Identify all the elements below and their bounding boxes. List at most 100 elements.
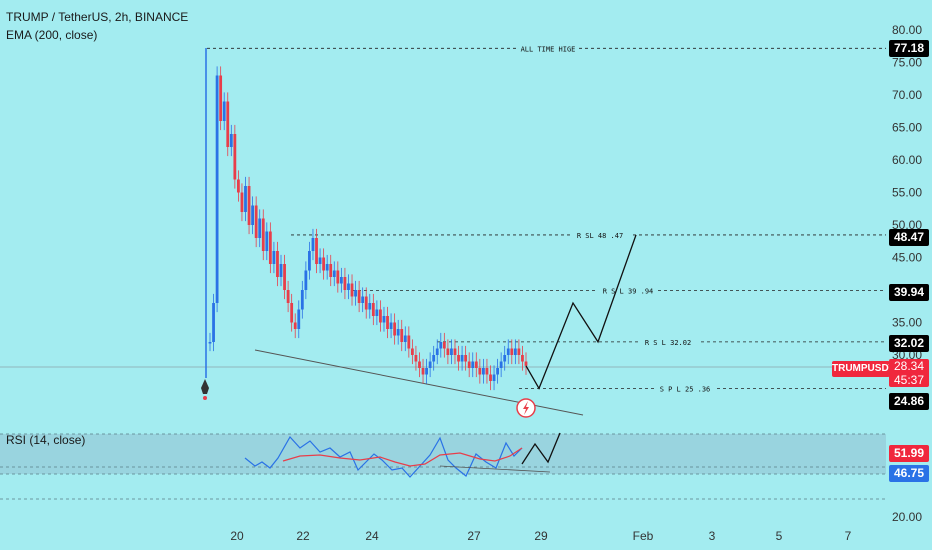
date-axis-tick: 3 [709, 529, 716, 543]
date-axis-tick: 20 [230, 529, 244, 543]
rsi-ma-value-tag: 46.75 [889, 465, 929, 482]
level-label: R SL 48 .47 [577, 232, 623, 240]
price-axis-tick: 45.00 [892, 251, 922, 265]
candle [457, 355, 460, 362]
candle [521, 355, 524, 362]
level-label-bg [570, 229, 630, 239]
candle [293, 322, 297, 329]
candle [226, 101, 230, 147]
candle [439, 342, 443, 349]
level-label-bg [638, 336, 698, 346]
candle [336, 270, 340, 284]
level-label-bg [518, 43, 578, 53]
level-label-bg [655, 383, 715, 393]
candle [354, 290, 357, 297]
price-axis-tick: 70.00 [892, 88, 922, 102]
candle [240, 192, 244, 212]
candle [450, 348, 453, 355]
candle [350, 283, 354, 297]
candle [421, 368, 425, 375]
candle [308, 251, 311, 271]
candle [418, 361, 421, 368]
candle [290, 303, 294, 323]
ath-value-tag: 77.18 [889, 40, 929, 57]
date-axis-tick: 29 [534, 529, 548, 543]
date-axis-tick: 5 [776, 529, 783, 543]
candle [300, 290, 304, 310]
candle [357, 290, 361, 303]
candle [364, 296, 368, 310]
price-axis-tick: 75.00 [892, 56, 922, 70]
candle [229, 134, 233, 147]
date-axis-tick: Feb [633, 529, 654, 543]
candle [332, 270, 336, 277]
last-price-tag: 28.34 45:37 [889, 359, 929, 387]
date-axis-tick: 22 [296, 529, 310, 543]
rocket-flame-icon [203, 396, 207, 400]
candle [219, 75, 223, 121]
date-axis-tick: 7 [845, 529, 852, 543]
projection-path [525, 234, 637, 390]
candle [251, 205, 255, 225]
rsi-projection-path [521, 432, 561, 465]
level-label: R S L 39 .94 [603, 287, 654, 295]
candle [233, 134, 237, 180]
candle [244, 186, 247, 212]
level-label: R S L 32.02 [645, 339, 691, 347]
candle [393, 322, 397, 336]
candle [428, 361, 432, 368]
price-axis-tick: 55.00 [892, 186, 922, 200]
support-value-tag: 24.86 [889, 393, 929, 410]
candle [485, 368, 489, 375]
price-axis-tick: 35.00 [892, 316, 922, 330]
price-axis-tick: 50.00 [892, 218, 922, 232]
candle [510, 348, 514, 355]
candle [254, 205, 258, 238]
candle [215, 75, 219, 303]
r1-value-tag: 48.47 [889, 229, 929, 246]
candle [474, 361, 478, 368]
candle [460, 355, 464, 362]
rsi-line [244, 435, 523, 478]
candle [492, 374, 496, 381]
candle [325, 264, 329, 271]
date-axis-tick: 24 [365, 529, 379, 543]
level-label: ALL TIME HIGE [521, 45, 576, 53]
candle [261, 218, 265, 251]
candle [496, 368, 499, 375]
bar-countdown: 45:37 [893, 373, 925, 387]
candle [403, 335, 407, 342]
candle [276, 251, 279, 277]
candle [464, 355, 468, 362]
candle [347, 283, 350, 290]
candle [524, 361, 528, 366]
r3-value-tag: 32.02 [889, 335, 929, 352]
candle [400, 329, 404, 342]
candle [471, 361, 475, 368]
candle [297, 309, 301, 329]
candle [432, 355, 436, 362]
candle [329, 264, 333, 277]
lightning-icon [523, 401, 529, 415]
rsi-band [0, 434, 886, 474]
candle [361, 296, 365, 303]
candle [304, 270, 308, 290]
candle [339, 277, 343, 284]
candle [506, 348, 510, 355]
candle [343, 277, 347, 290]
candle [478, 368, 482, 375]
candle [389, 322, 393, 329]
rsi-trendline [439, 465, 551, 473]
candle [237, 179, 240, 193]
candle [371, 303, 375, 316]
chart-title: TRUMP / TetherUS, 2h, BINANCE [6, 10, 189, 24]
date-axis-tick: 27 [467, 529, 481, 543]
candle [467, 361, 471, 368]
candle [265, 231, 269, 251]
price-axis-tick: 80.00 [892, 23, 922, 37]
candle [222, 101, 226, 121]
symbol-tag: TRUMPUSDT [832, 361, 895, 377]
candle [268, 231, 272, 264]
candle [283, 264, 286, 290]
candle [247, 186, 251, 225]
